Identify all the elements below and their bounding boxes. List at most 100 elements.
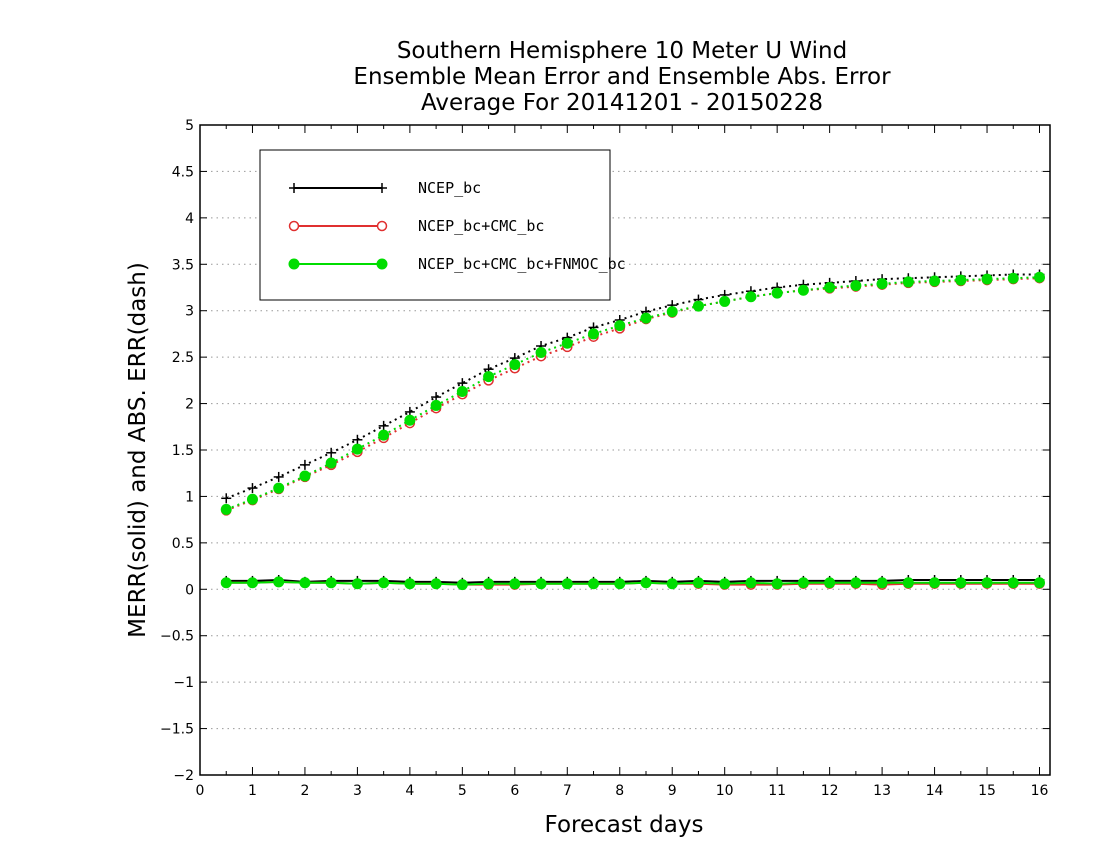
abs-err-point <box>955 274 967 286</box>
abs-err-point <box>876 278 888 290</box>
abs-err-point <box>981 273 993 285</box>
abs-err-point <box>850 280 862 292</box>
legend-label: NCEP_bc <box>418 179 481 197</box>
legend-entry: NCEP_bc+CMC_bc <box>288 217 544 235</box>
abs-err-point <box>824 282 836 293</box>
abs-err-point <box>771 287 783 299</box>
legend-marker <box>376 220 388 232</box>
merr-point <box>404 578 416 590</box>
x-tick-label: 4 <box>405 783 414 799</box>
series-2 <box>220 271 1046 591</box>
merr-point <box>299 577 311 589</box>
abs-err-point <box>929 275 941 287</box>
merr-point <box>378 577 390 589</box>
merr-point <box>273 576 285 588</box>
legend-marker <box>376 258 388 270</box>
abs-err-point <box>378 429 390 441</box>
merr-point <box>876 577 888 589</box>
merr-point <box>325 577 337 589</box>
legend-entry: NCEP_bc+CMC_bc+FNMOC_bc <box>288 255 626 273</box>
series-layer <box>220 269 1046 591</box>
merr-point <box>929 577 941 589</box>
y-tick-label: 2.5 <box>172 350 194 366</box>
chart-title: Southern Hemisphere 10 Meter U Wind Ense… <box>353 38 891 116</box>
abs-err-point <box>325 457 337 469</box>
y-tick-label: −1 <box>173 675 194 691</box>
y-tick-label: 5 <box>185 118 194 134</box>
merr-point <box>351 578 363 590</box>
y-tick-label: 1 <box>185 489 194 505</box>
merr-point <box>719 578 731 590</box>
abs-err-point <box>456 386 468 397</box>
x-tick-label: 13 <box>873 783 891 799</box>
abs-err-point <box>561 337 573 349</box>
abs-err-point <box>273 482 285 494</box>
y-tick-label: −2 <box>173 768 194 784</box>
abs-err-point <box>535 347 547 358</box>
legend-label: NCEP_bc+CMC_bc+FNMOC_bc <box>418 255 626 273</box>
merr-point <box>535 578 547 590</box>
x-tick-label: 15 <box>978 783 996 799</box>
abs-err-point <box>588 328 600 340</box>
grid-lines <box>200 170 1050 730</box>
abs-err-point <box>326 447 337 458</box>
abs-err-line <box>225 276 1040 511</box>
legend-marker <box>288 220 300 232</box>
y-tick-label: −0.5 <box>160 629 194 645</box>
y-tick-label: 4.5 <box>172 164 194 180</box>
merr-point <box>509 578 521 590</box>
x-tick-label: 3 <box>353 783 362 799</box>
merr-point <box>745 577 757 589</box>
abs-err-point <box>351 443 363 455</box>
abs-err-point <box>246 493 258 505</box>
abs-err-point <box>640 312 652 324</box>
abs-err-point <box>797 284 809 296</box>
merr-point <box>666 578 678 590</box>
y-tick-label: 3.5 <box>172 257 194 273</box>
abs-err-point <box>299 470 311 482</box>
merr-point <box>1034 577 1046 589</box>
y-tick-label: 2 <box>185 397 194 413</box>
legend-label: NCEP_bc+CMC_bc <box>418 217 544 235</box>
merr-point <box>692 577 704 589</box>
x-tick-label: 8 <box>615 783 624 799</box>
merr-point <box>1007 577 1019 589</box>
merr-point <box>902 577 914 589</box>
x-tick-label: 2 <box>300 783 309 799</box>
series-1 <box>220 272 1045 590</box>
merr-point <box>220 577 232 589</box>
axis-ticks: −2−1.5−1−0.500.511.522.533.544.550 1 2 3 4 5 6… <box>160 118 1050 799</box>
y-tick-label: 0 <box>185 582 194 598</box>
abs-err-point <box>509 359 521 371</box>
abs-err-point <box>692 300 704 312</box>
abs-err-line <box>225 273 1040 500</box>
series-0 <box>221 269 1045 588</box>
abs-err-point <box>430 399 442 411</box>
y-tick-label: 0.5 <box>172 536 194 552</box>
x-axis-label: Forecast days <box>545 812 704 838</box>
abs-err-point <box>614 320 626 332</box>
abs-err-point <box>299 459 310 470</box>
x-tick-label: 7 <box>563 783 572 799</box>
merr-point <box>981 577 993 589</box>
merr-point <box>850 577 862 589</box>
chart-title-line-1: Southern Hemisphere 10 Meter U Wind <box>397 38 847 64</box>
merr-point <box>246 577 258 589</box>
merr-point <box>614 578 626 590</box>
x-tick-label: 5 <box>458 783 467 799</box>
abs-err-point <box>378 420 389 431</box>
legend-marker <box>289 183 299 193</box>
legend-entry: NCEP_bc <box>289 179 481 197</box>
abs-err-point <box>221 493 232 504</box>
merr-point <box>456 579 468 591</box>
merr-point <box>588 578 600 590</box>
abs-err-point <box>902 276 914 288</box>
legend-marker <box>377 183 387 193</box>
x-tick-label: 0 <box>196 783 205 799</box>
merr-point <box>430 578 442 590</box>
abs-err-point <box>273 471 284 482</box>
abs-err-point <box>352 434 363 445</box>
merr-point <box>955 577 967 589</box>
abs-err-point <box>745 291 757 303</box>
